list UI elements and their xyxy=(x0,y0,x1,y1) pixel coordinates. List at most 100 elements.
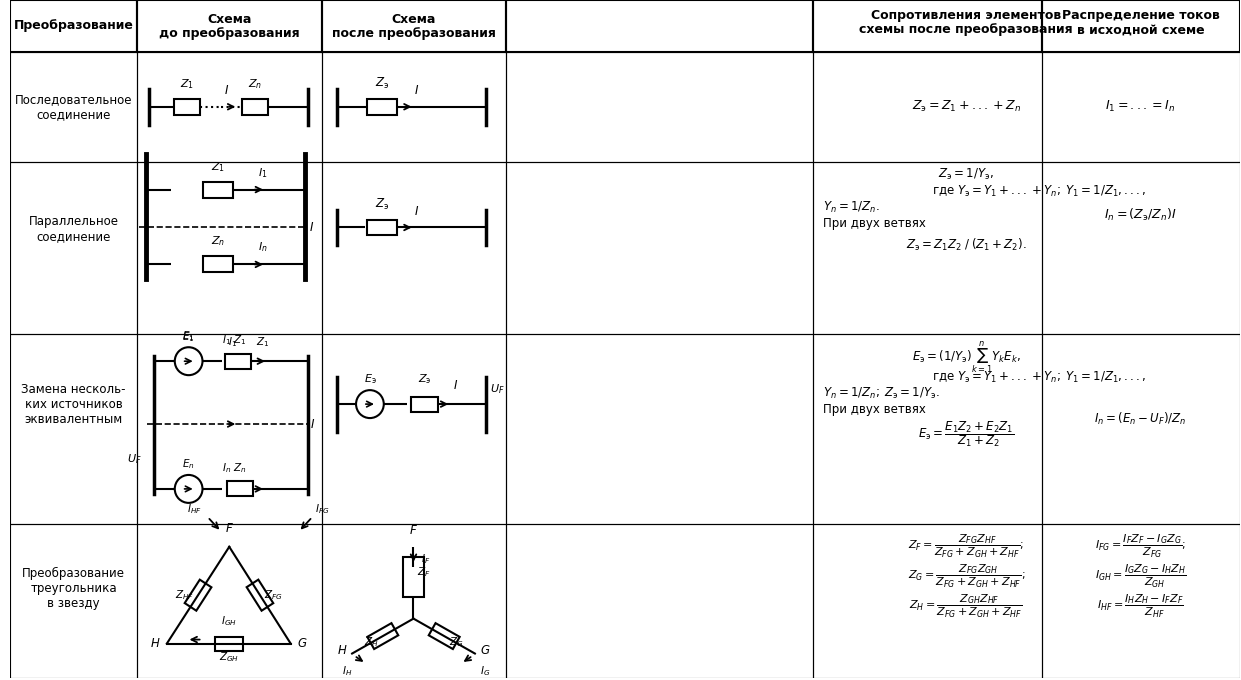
Bar xyxy=(204,256,233,273)
Bar xyxy=(10,52,137,162)
Circle shape xyxy=(356,390,383,418)
Text: Замена несколь-
ких источников
эквивалентным: Замена несколь- ких источников эквивален… xyxy=(21,383,127,426)
Text: $I$: $I$ xyxy=(309,221,315,234)
Text: $I_G$: $I_G$ xyxy=(480,664,490,679)
Text: $I_1$: $I_1$ xyxy=(258,166,268,180)
Text: $Z_n$: $Z_n$ xyxy=(211,235,226,248)
Bar xyxy=(10,524,137,679)
Bar xyxy=(137,524,323,679)
Text: $Z_n$: $Z_n$ xyxy=(233,461,247,475)
Text: $I_{FG}=\dfrac{I_FZ_F-I_GZ_G}{Z_{FG}};$: $I_{FG}=\dfrac{I_FZ_F-I_GZ_G}{Z_{FG}};$ xyxy=(1095,533,1186,560)
Text: $Y_n=1/Z_n;\; Z_{\mathsf{э}}=1/Y_{\mathsf{э}}.$: $Y_n=1/Z_n;\; Z_{\mathsf{э}}=1/Y_{\maths… xyxy=(823,386,939,401)
Bar xyxy=(323,0,505,52)
Bar xyxy=(174,99,200,115)
Text: в исходной схеме: в исходной схеме xyxy=(1077,23,1204,37)
Text: $Z_{\mathsf{э}}$: $Z_{\mathsf{э}}$ xyxy=(417,373,431,386)
Text: $F$: $F$ xyxy=(225,522,233,534)
Text: При двух ветвях: При двух ветвях xyxy=(823,217,926,230)
Bar xyxy=(813,52,1041,162)
Bar xyxy=(1041,524,1240,679)
Bar xyxy=(323,162,505,335)
Text: $Z_{\mathsf{э}}=1/Y_{\mathsf{э}},$: $Z_{\mathsf{э}}=1/Y_{\mathsf{э}},$ xyxy=(938,167,994,182)
Text: При двух ветвях: При двух ветвях xyxy=(823,403,926,415)
Bar xyxy=(813,162,1041,335)
Text: $I$: $I$ xyxy=(223,84,228,97)
Text: $F$: $F$ xyxy=(410,524,418,537)
Bar xyxy=(215,636,243,651)
Bar xyxy=(813,524,1041,679)
Text: Последовательное
соединение: Последовательное соединение xyxy=(15,92,133,121)
Bar xyxy=(402,557,424,596)
Text: $I_n$: $I_n$ xyxy=(222,461,232,475)
Text: $I_H$: $I_H$ xyxy=(343,664,352,679)
Bar xyxy=(323,524,505,679)
Text: $Z_H$: $Z_H$ xyxy=(364,635,379,649)
Text: $I_{HF}=\dfrac{I_HZ_H-I_FZ_F}{Z_{HF}}$: $I_{HF}=\dfrac{I_HZ_H-I_FZ_F}{Z_{HF}}$ xyxy=(1097,593,1184,620)
Text: $I_1=...=I_n$: $I_1=...=I_n$ xyxy=(1106,99,1175,114)
Text: $I$: $I$ xyxy=(310,418,315,430)
Text: $G$: $G$ xyxy=(297,637,307,650)
Text: $E_1$: $E_1$ xyxy=(182,330,195,344)
Text: $I$: $I$ xyxy=(414,205,419,218)
Text: Параллельное
соединение: Параллельное соединение xyxy=(29,216,119,243)
Bar xyxy=(204,182,233,198)
Bar xyxy=(226,354,251,369)
Text: Схема: Схема xyxy=(207,14,252,27)
Bar xyxy=(505,0,813,52)
Bar xyxy=(323,335,505,524)
Bar xyxy=(185,579,211,611)
Bar xyxy=(367,623,398,649)
Text: $E_{\mathsf{э}}=(1/Y_{\mathsf{э}})\sum_{k=1}^{n}Y_kE_k,$: $E_{\mathsf{э}}=(1/Y_{\mathsf{э}})\sum_{… xyxy=(912,339,1020,375)
Text: $Z_F$: $Z_F$ xyxy=(417,565,431,579)
Bar xyxy=(137,162,323,335)
Text: Преобразование
треугольника
в звезду: Преобразование треугольника в звезду xyxy=(22,567,125,610)
Bar xyxy=(505,162,813,335)
Text: $Z_F=\dfrac{Z_{FG}Z_{HF}}{Z_{FG}+Z_{GH}+Z_{HF}};$: $Z_F=\dfrac{Z_{FG}Z_{HF}}{Z_{FG}+Z_{GH}+… xyxy=(908,533,1024,560)
Text: $Z_{\mathsf{э}}$: $Z_{\mathsf{э}}$ xyxy=(375,75,388,91)
Circle shape xyxy=(175,347,202,375)
Text: Схема: Схема xyxy=(391,14,436,27)
Text: $Z_G=\dfrac{Z_{FG}Z_{GH}}{Z_{FG}+Z_{GH}+Z_{HF}};$: $Z_G=\dfrac{Z_{FG}Z_{GH}}{Z_{FG}+Z_{GH}+… xyxy=(907,563,1025,590)
Bar xyxy=(505,52,813,162)
Text: после преобразования: после преобразования xyxy=(331,27,495,40)
Bar xyxy=(137,0,323,52)
Bar xyxy=(1041,335,1240,524)
Text: $I_{HF}$: $I_{HF}$ xyxy=(187,502,202,515)
Text: $E_1$: $E_1$ xyxy=(182,329,195,343)
Text: $I_{GH}$: $I_{GH}$ xyxy=(221,614,237,628)
Text: Преобразование: Преобразование xyxy=(14,20,134,33)
Circle shape xyxy=(175,475,202,503)
Text: $I_1$: $I_1$ xyxy=(222,333,231,347)
Text: $U_F$: $U_F$ xyxy=(490,382,504,396)
Bar xyxy=(367,220,397,235)
Bar xyxy=(367,99,397,115)
Text: где $Y_{\mathsf{э}}=Y_1+...+Y_n;\; Y_1=1/Z_1, ...,$: где $Y_{\mathsf{э}}=Y_1+...+Y_n;\; Y_1=1… xyxy=(932,370,1147,385)
Bar xyxy=(10,335,137,524)
Bar xyxy=(227,481,253,496)
Text: $H$: $H$ xyxy=(336,644,347,657)
Text: $E_{\mathsf{э}}$: $E_{\mathsf{э}}$ xyxy=(364,373,376,386)
Text: где $Y_{\mathsf{э}}=Y_1+...+Y_n;\; Y_1=1/Z_1, ...,$: где $Y_{\mathsf{э}}=Y_1+...+Y_n;\; Y_1=1… xyxy=(932,184,1147,199)
Text: $Z_H=\dfrac{Z_{GH}Z_{HF}}{Z_{FG}+Z_{GH}+Z_{HF}}$: $Z_H=\dfrac{Z_{GH}Z_{HF}}{Z_{FG}+Z_{GH}+… xyxy=(910,593,1023,620)
Text: $Z_{HF}$: $Z_{HF}$ xyxy=(175,588,194,602)
Text: $Z_1$: $Z_1$ xyxy=(211,160,226,173)
Text: $I_n$: $I_n$ xyxy=(258,241,268,254)
Text: $H$: $H$ xyxy=(150,637,161,650)
Text: $E_{\mathsf{э}}=\dfrac{E_1Z_2+E_2Z_1}{Z_1+Z_2}$: $E_{\mathsf{э}}=\dfrac{E_1Z_2+E_2Z_1}{Z_… xyxy=(918,419,1014,449)
Text: $Z_n$: $Z_n$ xyxy=(248,77,262,91)
Text: до преобразования: до преобразования xyxy=(159,27,299,40)
Text: $I_{FG}$: $I_{FG}$ xyxy=(315,502,330,515)
Bar xyxy=(428,623,459,649)
Text: $I$: $I$ xyxy=(453,379,458,392)
Text: $Z_{\mathsf{э}}$: $Z_{\mathsf{э}}$ xyxy=(375,197,388,211)
Text: $Z_1$: $Z_1$ xyxy=(180,77,194,91)
Bar xyxy=(323,52,505,162)
Text: $Z_{\mathsf{э}}=Z_1+...+Z_n$: $Z_{\mathsf{э}}=Z_1+...+Z_n$ xyxy=(912,99,1021,114)
Bar xyxy=(1041,0,1240,52)
Text: $I_F$: $I_F$ xyxy=(422,552,431,566)
Text: $I_n=(Z_{\mathsf{э}}/Z_n)I$: $I_n=(Z_{\mathsf{э}}/Z_n)I$ xyxy=(1104,207,1176,222)
Text: $Z_1$: $Z_1$ xyxy=(233,333,247,347)
Bar xyxy=(1041,162,1240,335)
Text: $I_{GH}=\dfrac{I_GZ_G-I_HZ_H}{Z_{GH}}$: $I_{GH}=\dfrac{I_GZ_G-I_HZ_H}{Z_{GH}}$ xyxy=(1095,563,1186,590)
Text: $Y_n=1/Z_n.$: $Y_n=1/Z_n.$ xyxy=(823,200,880,215)
